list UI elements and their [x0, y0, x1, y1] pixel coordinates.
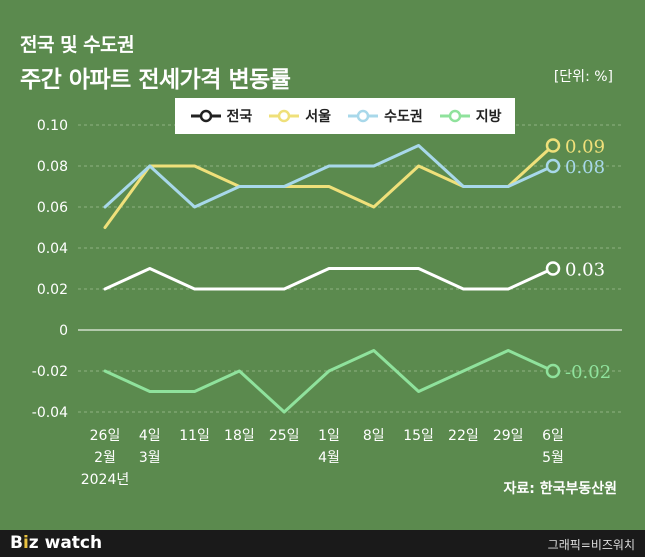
legend-swatch-metro [348, 109, 379, 123]
end-marker-regional [545, 363, 561, 379]
y-tick-label: 0 [59, 323, 68, 339]
line-chart: 0.10 0.08 0.06 0.04 0.02 0 -0.02 -0.04 26일 2월 2024… [32, 118, 622, 488]
y-tick-label: -0.02 [32, 364, 68, 380]
x-tick-day: 15일 [403, 428, 434, 444]
end-label-metro: 0.08 [565, 157, 605, 178]
y-tick-label: 0.06 [37, 200, 68, 216]
graphic-credit: 그래픽=비즈워치 [547, 538, 635, 552]
end-marker-metro [545, 158, 561, 174]
end-label-seoul: 0.09 [565, 137, 605, 158]
x-tick-month: 2월 [94, 450, 116, 466]
footer-bar: Biz watch 그래픽=비즈워치 [0, 530, 645, 557]
x-tick-day: 29일 [493, 428, 524, 444]
legend-item-metro: 수도권 [346, 106, 423, 126]
x-tick-day: 26일 [90, 428, 121, 444]
chart-subtitle: 전국 및 수도권 [20, 34, 135, 56]
series-line-metro [103, 144, 555, 209]
x-tick-day: 1일 [318, 428, 340, 444]
x-tick-day: 18일 [224, 428, 255, 444]
legend-label: 수도권 [384, 109, 423, 125]
legend-label: 전국 [226, 109, 253, 125]
x-tick-day: 25일 [269, 428, 300, 444]
x-tick-day: 11일 [179, 428, 210, 444]
unit-label: [단위: %] [553, 69, 613, 85]
bizwatch-logo: Biz watch [10, 533, 103, 553]
legend-swatch-regional [439, 109, 470, 123]
x-tick-day: 6일 [542, 428, 564, 444]
end-label-regional: -0.02 [565, 362, 611, 383]
x-tick-day: 4일 [139, 428, 161, 444]
y-tick-label: 0.08 [37, 159, 68, 175]
legend-item-seoul: 서울 [267, 106, 331, 126]
legend-label: 서울 [305, 109, 332, 125]
legend: 전국 서울 수도권 지방 [175, 98, 515, 134]
legend-swatch-seoul [269, 109, 300, 123]
end-marker-seoul [545, 138, 561, 153]
x-tick-month: 3월 [139, 450, 161, 466]
y-tick-label: 0.04 [37, 241, 68, 257]
end-label-nation: 0.03 [565, 260, 605, 281]
legend-item-regional: 지방 [438, 106, 502, 126]
y-tick-label: 0.10 [37, 118, 68, 134]
x-tick-day: 8일 [363, 428, 385, 444]
legend-swatch-nation [190, 109, 221, 123]
legend-label: 지방 [475, 109, 502, 125]
x-tick-year: 2024년 [81, 472, 130, 488]
y-tick-label: 0.02 [37, 282, 68, 298]
source-note: 자료: 한국부동산원 [503, 481, 617, 497]
x-tick-month: 5월 [542, 450, 564, 466]
series-line-nation [103, 267, 555, 291]
series-line-regional [103, 349, 555, 414]
legend-item-nation: 전국 [189, 106, 253, 126]
end-marker-nation [545, 261, 561, 276]
x-tick-day: 22일 [448, 428, 479, 444]
y-tick-label: -0.04 [32, 405, 68, 421]
x-tick-month: 4월 [318, 450, 340, 466]
chart-title: 주간 아파트 전세가격 변동률 [20, 67, 291, 93]
